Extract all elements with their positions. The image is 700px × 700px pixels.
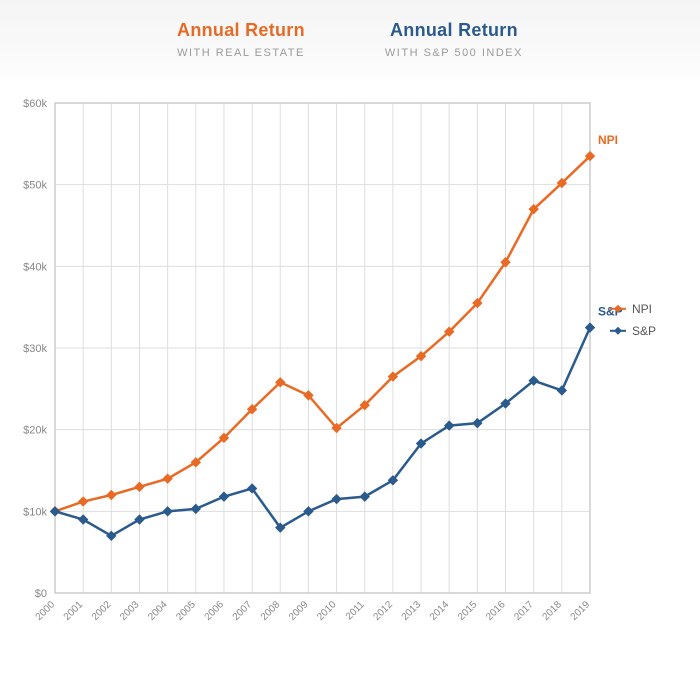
legend-label: S&P bbox=[632, 324, 656, 338]
y-axis-label: $0 bbox=[35, 588, 47, 600]
y-axis-label: $10k bbox=[23, 506, 47, 518]
y-axis-label: $50k bbox=[23, 180, 47, 192]
y-axis-label: $60k bbox=[23, 98, 47, 110]
legend-label: NPI bbox=[632, 302, 652, 316]
header-left-subtitle: WITH REAL ESTATE bbox=[177, 47, 305, 59]
y-axis-label: $30k bbox=[23, 343, 47, 355]
chart-container: $0$10k$20k$30k$40k$50k$60k20002001200220… bbox=[0, 83, 700, 673]
header-left-title: Annual Return bbox=[177, 20, 305, 41]
header-left: Annual Return WITH REAL ESTATE bbox=[177, 20, 305, 59]
line-chart: $0$10k$20k$30k$40k$50k$60k20002001200220… bbox=[0, 83, 700, 673]
header-right-title: Annual Return bbox=[385, 20, 523, 41]
y-axis-label: $20k bbox=[23, 425, 47, 437]
header-right: Annual Return WITH S&P 500 INDEX bbox=[385, 20, 523, 59]
y-axis-label: $40k bbox=[23, 261, 47, 273]
series-end-label-npi: NPI bbox=[598, 133, 618, 147]
header: Annual Return WITH REAL ESTATE Annual Re… bbox=[0, 0, 700, 83]
header-right-subtitle: WITH S&P 500 INDEX bbox=[385, 47, 523, 59]
